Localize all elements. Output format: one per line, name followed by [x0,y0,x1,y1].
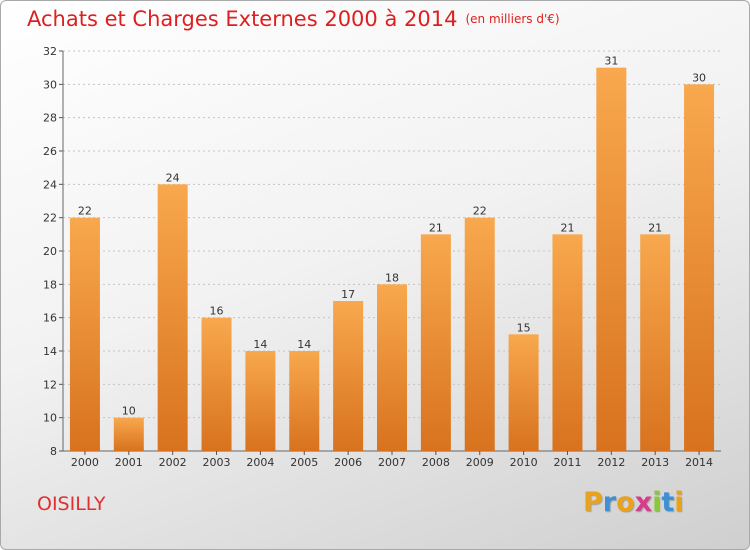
data-label: 17 [341,288,355,301]
data-label: 22 [78,205,92,218]
x-tick-label: 2012 [597,456,625,469]
bar [201,317,232,451]
data-label: 21 [648,221,662,234]
x-tick-label: 2009 [466,456,494,469]
brand-logo: Proxiti [583,487,684,518]
bar [684,84,715,451]
city-name: OISILLY [37,493,106,515]
bar [464,217,495,451]
y-tick-label: 30 [43,78,57,91]
data-label: 22 [473,205,487,218]
y-tick-label: 14 [43,345,57,358]
bar [640,234,671,451]
bar [245,351,276,451]
bar [69,217,100,451]
brand-letter: i [652,487,662,518]
x-tick-label: 2011 [553,456,581,469]
bar [508,334,539,451]
x-tick-label: 2001 [115,456,143,469]
y-tick-label: 26 [43,145,57,158]
x-tick-label: 2004 [246,456,274,469]
data-label: 21 [560,221,574,234]
chart-title-text: Achats et Charges Externes 2000 à 2014 [27,7,458,31]
x-tick-label: 2007 [378,456,406,469]
x-tick-label: 2003 [203,456,231,469]
bar [596,67,627,452]
y-tick-label: 24 [43,178,57,191]
chart-unit: (en milliers d'€) [465,12,560,26]
brand-letter: r [602,487,617,518]
x-tick-label: 2008 [422,456,450,469]
y-tick-label: 10 [43,412,57,425]
brand-letter: x [634,487,653,518]
y-tick-label: 12 [43,378,57,391]
x-tick-label: 2006 [334,456,362,469]
x-tick-label: 2005 [290,456,318,469]
data-label: 16 [210,305,224,318]
chart-title: Achats et Charges Externes 2000 à 2014 (e… [27,7,560,31]
bar [113,417,144,451]
data-label: 31 [604,55,618,68]
y-tick-label: 28 [43,112,57,125]
brand-letter: o [616,487,635,518]
brand-letter: i [674,487,684,518]
x-tick-label: 2002 [159,456,187,469]
data-label: 30 [692,71,706,84]
bar [333,301,364,451]
data-label: 15 [517,321,531,334]
y-tick-label: 16 [43,312,57,325]
data-label: 14 [253,338,267,351]
x-tick-label: 2010 [510,456,538,469]
brand-letter: P [583,487,603,518]
x-tick-label: 2014 [685,456,713,469]
bar [377,284,407,451]
data-label: 24 [166,171,180,184]
y-tick-label: 8 [50,445,57,458]
bar [157,184,188,452]
x-tick-label: 2000 [71,456,99,469]
brand-letter: t [661,487,675,518]
data-label: 18 [385,271,399,284]
bar [552,234,583,451]
data-label: 10 [122,405,136,418]
y-tick-label: 32 [43,45,57,58]
data-label: 21 [429,221,443,234]
bar [420,234,451,451]
data-label: 14 [297,338,311,351]
y-tick-label: 20 [43,245,57,258]
x-tick-label: 2013 [641,456,669,469]
y-tick-label: 18 [43,278,57,291]
y-tick-label: 22 [43,212,57,225]
bar [289,351,320,451]
